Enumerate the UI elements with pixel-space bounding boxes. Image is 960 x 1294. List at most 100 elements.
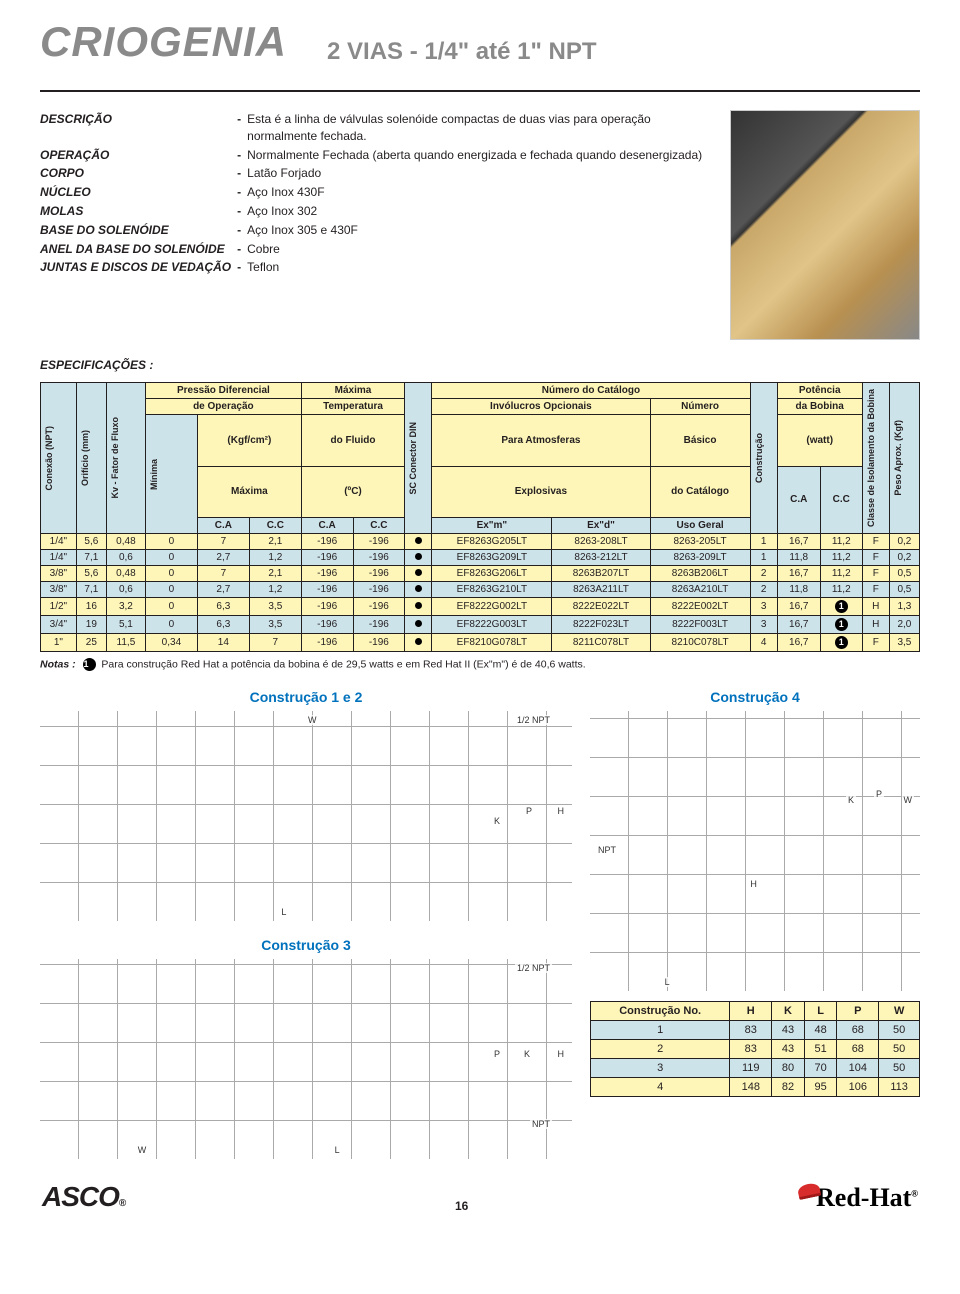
- note-1-icon: 1: [83, 658, 96, 671]
- diagram-3: 1/2 NPT H K P W L NPT: [40, 959, 572, 1159]
- diag-title-12: Construção 1 e 2: [40, 689, 572, 705]
- dims-h-p: P: [837, 1002, 879, 1021]
- cell: 11,8: [777, 582, 820, 598]
- cell: 0,6: [106, 582, 145, 598]
- cell: -196: [353, 534, 405, 550]
- cell: 8210C078LT: [650, 634, 750, 652]
- desc-dash: -: [237, 110, 247, 146]
- cell: 0: [145, 616, 197, 634]
- dims-h-l: L: [804, 1002, 837, 1021]
- hdr-temperatura: Temperatura: [301, 399, 404, 415]
- cell: 6,3: [197, 616, 249, 634]
- diagram-4: W P K NPT H L: [590, 711, 920, 991]
- hdr-do-fluido: do Fluido: [301, 415, 404, 467]
- hdr-potencia: Potência: [777, 383, 862, 399]
- cell: 11,5: [106, 634, 145, 652]
- dims-table: Construção No. H K L P W 183434868502834…: [590, 1001, 920, 1097]
- table-row: 1/4"7,10,602,71,2-196-196EF8263G209LT826…: [41, 550, 920, 566]
- table-row: 3/4"195,106,33,5-196-196EF8222G003LT8222…: [41, 616, 920, 634]
- cell: 48: [804, 1021, 837, 1040]
- cell: 25: [76, 634, 106, 652]
- cell: 0: [145, 550, 197, 566]
- dot-icon: [415, 585, 422, 592]
- cell: 1: [750, 534, 777, 550]
- cell: -196: [301, 550, 353, 566]
- cell: -196: [301, 634, 353, 652]
- desc-text: Esta é a linha de válvulas solenóide com…: [247, 110, 710, 146]
- table-row: 3/8"5,60,48072,1-196-196EF8263G206LT8263…: [41, 566, 920, 582]
- cell: -196: [353, 634, 405, 652]
- cell: EF8210G078LT: [432, 634, 552, 652]
- cell: 0: [145, 566, 197, 582]
- cell: 8263B207LT: [552, 566, 650, 582]
- hdr-numero-cat: Número do Catálogo: [432, 383, 750, 399]
- cell: 1/4": [41, 550, 77, 566]
- table-row: 28343516850: [591, 1040, 920, 1059]
- cell: 43: [772, 1040, 805, 1059]
- cell: 16,7: [777, 616, 820, 634]
- dims-h-k: K: [772, 1002, 805, 1021]
- dot-icon: [415, 553, 422, 560]
- cell: [405, 598, 432, 616]
- cell: -196: [301, 616, 353, 634]
- cell: 3,2: [106, 598, 145, 616]
- cell: F: [862, 582, 889, 598]
- cell: 8222E002LT: [650, 598, 750, 616]
- cell: 3,5: [249, 598, 301, 616]
- cell: 83: [730, 1040, 772, 1059]
- desc-text: Cobre: [247, 240, 710, 259]
- col-conexao: Conexão (NPT): [43, 422, 55, 495]
- cell: 8263-209LT: [650, 550, 750, 566]
- cell: 2,1: [249, 534, 301, 550]
- cell: 8211C078LT: [552, 634, 650, 652]
- desc-label: JUNTAS E DISCOS DE VEDAÇÃO: [40, 258, 237, 277]
- cell: 2,7: [197, 582, 249, 598]
- dot-icon: [415, 569, 422, 576]
- cell: [405, 534, 432, 550]
- hdr-numero: Número: [650, 399, 750, 415]
- cell: 0: [145, 598, 197, 616]
- cell: -196: [301, 534, 353, 550]
- cell: 8263-208LT: [552, 534, 650, 550]
- note-ref-icon: 1: [835, 618, 848, 631]
- note-1-text: Para construção Red Hat a potência da bo…: [101, 658, 585, 670]
- product-photo: [730, 110, 920, 340]
- hdr-basico: Básico: [650, 415, 750, 467]
- cell: 3: [750, 598, 777, 616]
- cell: 1: [820, 634, 862, 652]
- cell: F: [862, 634, 889, 652]
- cell: 68: [837, 1021, 879, 1040]
- cell: 1,2: [249, 582, 301, 598]
- cell: 148: [730, 1078, 772, 1097]
- hdr-cc3: C.C: [353, 518, 405, 534]
- cell: 1,2: [249, 550, 301, 566]
- dims-h-w: W: [879, 1002, 920, 1021]
- cell: 8222E022LT: [552, 598, 650, 616]
- cell: 2: [750, 582, 777, 598]
- cell: 11,8: [777, 550, 820, 566]
- cell: 50: [879, 1059, 920, 1078]
- note-ref-icon: 1: [835, 600, 848, 613]
- desc-dash: -: [237, 146, 247, 165]
- cell: F: [862, 566, 889, 582]
- asco-logo: ASCO®: [42, 1181, 125, 1213]
- cell: 0: [145, 582, 197, 598]
- cell: [405, 582, 432, 598]
- cell: 106: [837, 1078, 879, 1097]
- cell: [405, 566, 432, 582]
- desc-dash: -: [237, 202, 247, 221]
- dims-h-h: H: [730, 1002, 772, 1021]
- cell: 14: [197, 634, 249, 652]
- cell: 8263-212LT: [552, 550, 650, 566]
- cell: 113: [879, 1078, 920, 1097]
- cell: EF8263G206LT: [432, 566, 552, 582]
- cell: 19: [76, 616, 106, 634]
- col-classe: Classe de Isolamento da Bobina: [865, 385, 877, 531]
- col-orificio: Orifício (mm): [79, 426, 91, 490]
- cell: 16,7: [777, 534, 820, 550]
- cell: 8222F023LT: [552, 616, 650, 634]
- diag-title-4: Construção 4: [590, 689, 920, 705]
- cell: -196: [353, 566, 405, 582]
- desc-text: Aço Inox 305 e 430F: [247, 221, 710, 240]
- cell: 1/2": [41, 598, 77, 616]
